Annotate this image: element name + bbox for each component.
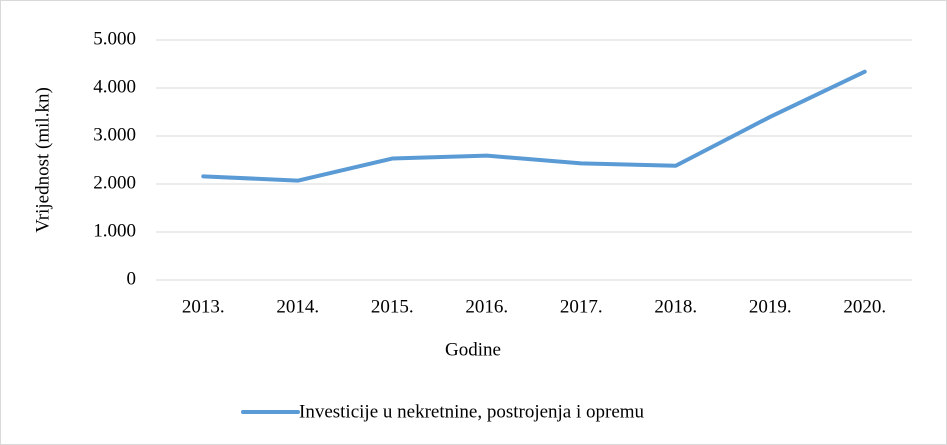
data-line: [201, 69, 867, 183]
x-tick-label: 2019.: [749, 296, 792, 317]
x-axis-title: Godine: [445, 339, 501, 360]
x-tick-label: 2017.: [560, 296, 603, 317]
y-tick-label: 2.000: [93, 172, 136, 193]
x-tick-label: 2016.: [465, 296, 508, 317]
x-tick-label: 2018.: [654, 296, 697, 317]
x-tick-label: 2015.: [371, 296, 414, 317]
x-tick-label: 2020.: [843, 296, 886, 317]
y-tick-label: 5.000: [93, 28, 136, 49]
y-tick-label: 0: [127, 268, 137, 289]
y-tick-label: 4.000: [93, 76, 136, 97]
x-tick-label: 2013.: [182, 296, 225, 317]
legend-label: Investicije u nekretnine, postrojenja i …: [299, 401, 645, 422]
y-tick-label: 1.000: [93, 220, 136, 241]
y-tick-label: 3.000: [93, 124, 136, 145]
y-axis-title: Vrijednost (mil.kn): [32, 87, 53, 233]
x-tick-label: 2014.: [276, 296, 319, 317]
